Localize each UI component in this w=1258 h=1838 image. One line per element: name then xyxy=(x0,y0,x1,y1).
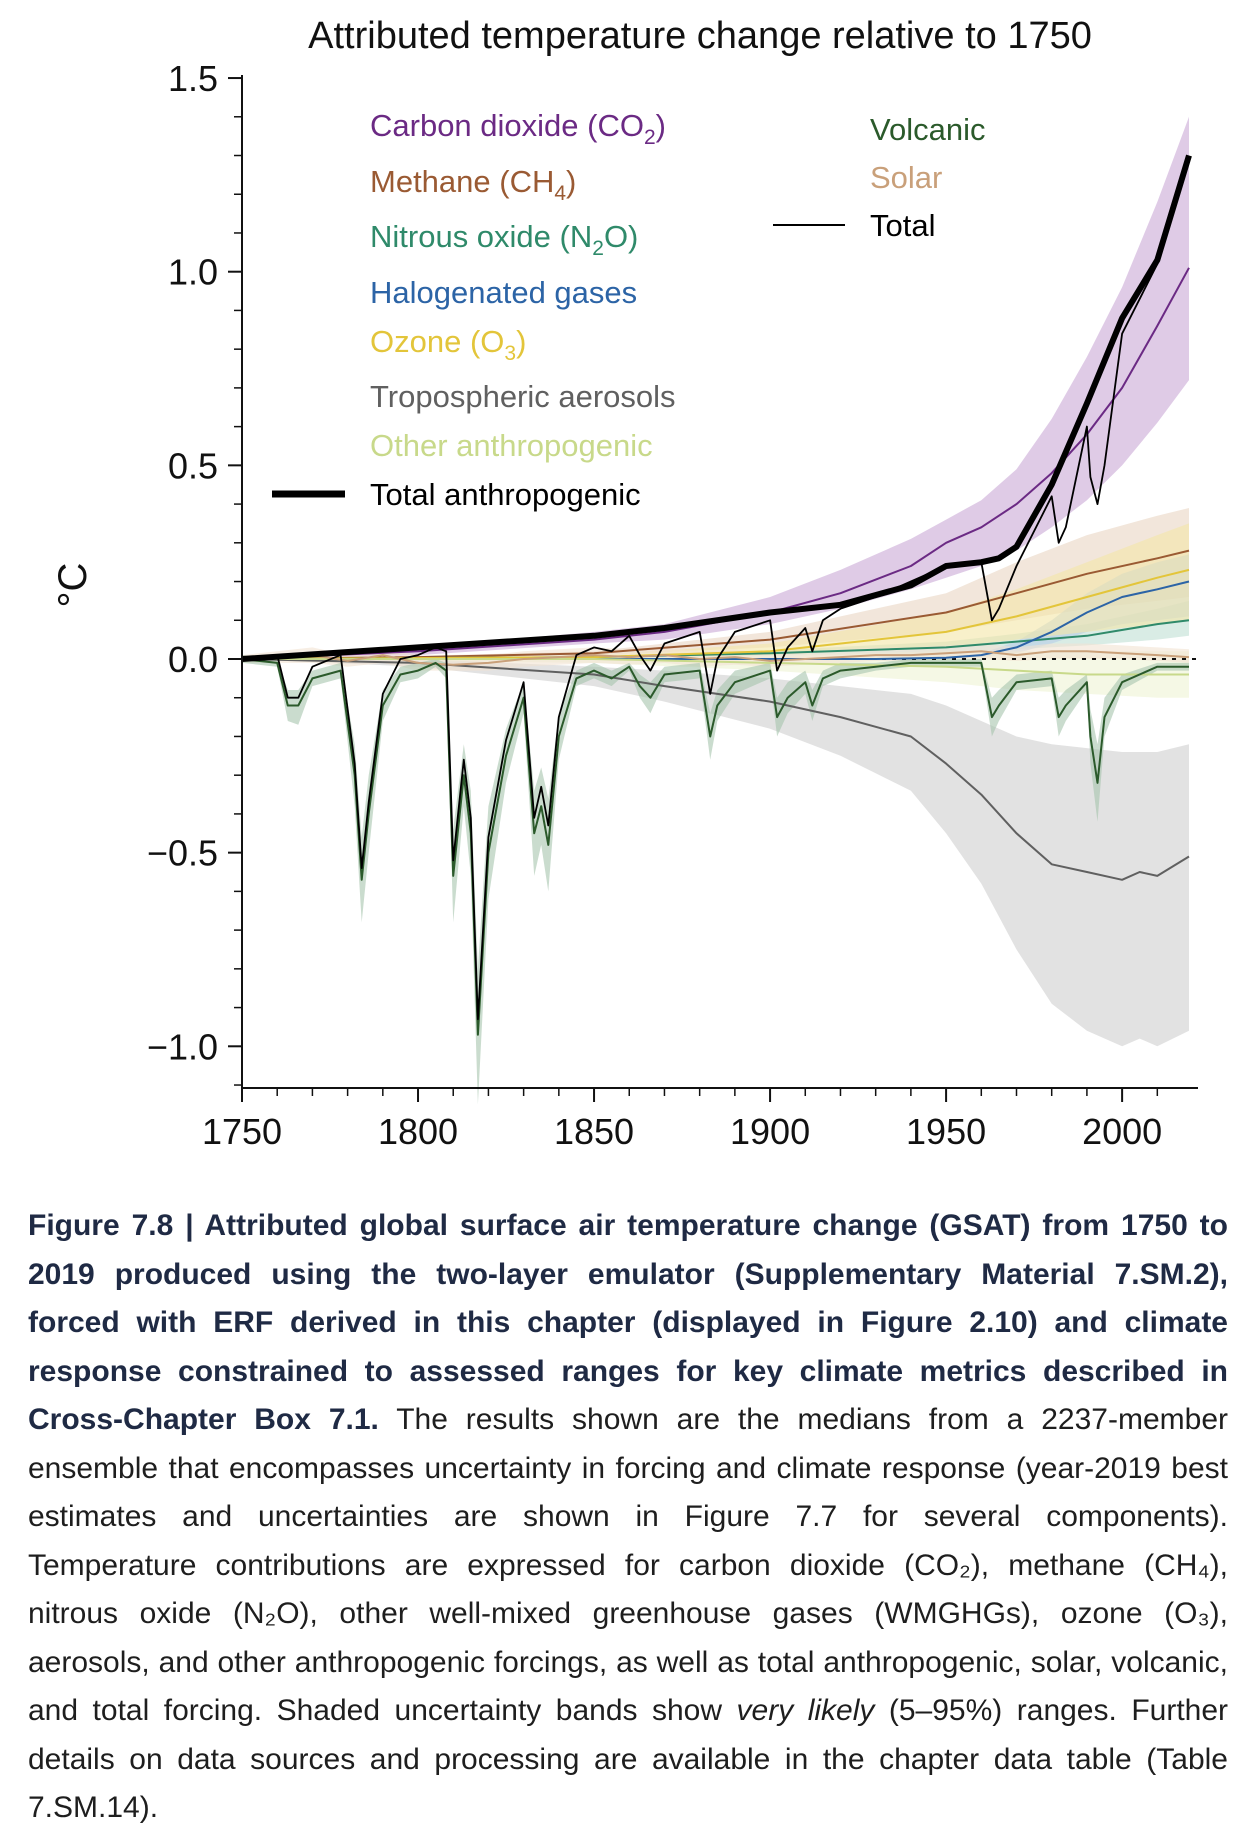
legend-item-volcanic: Volcanic xyxy=(870,112,985,147)
legend-item-tropospheric-aerosols: Tropospheric aerosols xyxy=(370,379,676,414)
legend-item-solar: Solar xyxy=(870,160,942,195)
y-tick-label: 1.0 xyxy=(168,252,218,293)
tropospheric-aerosols-band xyxy=(242,659,1189,1047)
caption-italic: very likely xyxy=(736,1694,875,1727)
y-tick-label: 0.0 xyxy=(168,639,218,680)
volcanic-line xyxy=(241,658,1189,1036)
legend-item-methane-ch4: Methane (CH4) xyxy=(370,164,576,205)
x-tick-label: 1850 xyxy=(554,1111,634,1152)
y-tick-label: 1.5 xyxy=(168,58,218,99)
carbon-dioxide-co2-line xyxy=(241,267,1190,660)
legend-item-carbon-dioxide-co2: Carbon dioxide (CO2) xyxy=(370,108,666,149)
chart-title: Attributed temperature change relative t… xyxy=(308,15,1092,57)
temperature-chart: Attributed temperature change relative t… xyxy=(51,15,1198,1152)
other-anthropogenic-line xyxy=(242,658,1189,676)
legend-item-other-anthropogenic: Other anthropogenic xyxy=(370,428,653,463)
x-tick-label: 1750 xyxy=(202,1111,282,1152)
ozone-o3-band xyxy=(242,523,1189,659)
legend: Carbon dioxide (CO2) Methane (CH4) Nitrous… xyxy=(272,108,985,512)
axes: 1.5 1.0 0.5 0.0 −0.5 −1.0 1750 1800 1850 1900 1950… xyxy=(147,58,1198,1152)
y-axis-label: °C xyxy=(51,563,95,608)
y-tick-label: −0.5 xyxy=(147,833,218,874)
legend-item-ozone-o3: Ozone (O3) xyxy=(370,324,526,365)
tropospheric-aerosols-line xyxy=(241,658,1190,881)
figure-caption: Figure 7.8 | Attributed global surface a… xyxy=(28,1202,1228,1833)
legend-item-total: Total xyxy=(870,208,935,243)
caption-lead: Figure 7.8 | Attributed global surface a… xyxy=(28,1209,1228,1436)
series-lines xyxy=(241,154,1192,1036)
methane-ch4-line xyxy=(241,549,1190,660)
x-tick-label: 1800 xyxy=(378,1111,458,1152)
caption-body-2: (5–95%) ranges. Further details on data … xyxy=(28,1694,1229,1824)
halogenated-gases-line xyxy=(242,580,1190,660)
legend-item-halogenated-gases: Halogenated gases xyxy=(370,275,637,310)
carbon-dioxide-co2-band xyxy=(242,116,1189,660)
x-tick-label: 1900 xyxy=(730,1111,810,1152)
legend-item-nitrous-oxide-n2o: Nitrous oxide (N2O) xyxy=(370,219,638,260)
y-tick-label: 0.5 xyxy=(168,445,218,486)
x-tick-label: 1950 xyxy=(906,1111,986,1152)
y-tick-label: −1.0 xyxy=(147,1026,218,1067)
x-tick-label: 2000 xyxy=(1082,1111,1162,1152)
caption-body-1: The results shown are the medians from a… xyxy=(28,1403,1229,1727)
legend-item-total-anthropogenic: Total anthropogenic xyxy=(370,477,641,512)
uncertainty-bands xyxy=(242,116,1189,1105)
total-line xyxy=(241,159,1190,1021)
